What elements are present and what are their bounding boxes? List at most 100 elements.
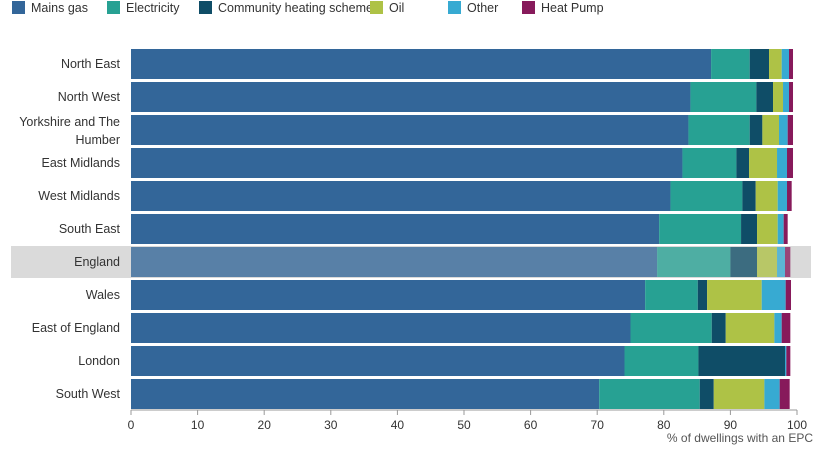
x-axis: 0 10 20 30 40 50 60 70 80 90 100	[128, 409, 807, 432]
legend-swatch-mains-gas	[12, 1, 25, 14]
x-tick-label-90: 90	[724, 418, 738, 432]
bar-north-west-mains-gas	[131, 82, 691, 112]
chart-legend: Mains gas Electricity Community heating sc…	[12, 1, 604, 15]
bar-north-east-electricity	[711, 49, 750, 79]
bar-yorkshire-and-the-humber-electricity	[688, 115, 750, 145]
bar-north-east-mains-gas	[131, 49, 712, 79]
bar-london-community-heating-scheme	[698, 346, 786, 376]
bar-england-oil	[757, 247, 778, 277]
bar-south-east-community-heating-scheme	[741, 214, 758, 244]
bar-north-west-community-heating-scheme	[756, 82, 774, 112]
legend-swatch-oil	[370, 1, 383, 14]
bar-south-west-electricity	[599, 379, 700, 409]
bar-east-midlands-mains-gas	[131, 148, 683, 178]
category-label-wales: Wales	[86, 288, 120, 302]
legend-swatch-community-heating-scheme	[199, 1, 212, 14]
bar-wales-electricity	[645, 280, 698, 310]
bar-south-west-mains-gas	[131, 379, 600, 409]
bar-south-east-heat-pump	[783, 214, 788, 244]
category-label-north-east: North East	[61, 57, 121, 71]
bar-england-mains-gas	[131, 247, 658, 277]
category-label-west-midlands: West Midlands	[38, 189, 120, 203]
bar-north-east-heat-pump	[789, 49, 794, 79]
x-tick-label-60: 60	[524, 418, 538, 432]
bar-wales-mains-gas	[131, 280, 646, 310]
bar-england-heat-pump	[785, 247, 791, 277]
legend-label-electricity: Electricity	[126, 1, 180, 15]
legend-swatch-other	[448, 1, 461, 14]
bar-south-east-electricity	[659, 214, 742, 244]
bar-north-east-community-heating-scheme	[749, 49, 770, 79]
bar-east-midlands-community-heating-scheme	[736, 148, 750, 178]
category-label-east-of-england: East of England	[32, 321, 120, 335]
bar-south-west-community-heating-scheme	[699, 379, 714, 409]
category-label-north-west: North West	[58, 90, 121, 104]
bar-yorkshire-and-the-humber-mains-gas	[131, 115, 689, 145]
legend-swatch-heat-pump	[522, 1, 535, 14]
bar-north-west-other	[783, 82, 790, 112]
bar-england-other	[777, 247, 786, 277]
bar-london-other	[785, 346, 787, 376]
y-axis: North East North West Yorkshire and The Hum…	[19, 57, 120, 401]
category-label-london: London	[78, 354, 120, 368]
legend-label-community-heating-scheme: Community heating scheme	[218, 1, 373, 15]
legend-label-mains-gas: Mains gas	[31, 1, 88, 15]
bar-east-of-england-oil	[725, 313, 775, 343]
bar-north-west-electricity	[690, 82, 757, 112]
category-label-england: England	[74, 255, 120, 269]
bar-south-west-other	[764, 379, 780, 409]
category-label-south-west: South West	[56, 387, 121, 401]
bar-england-electricity	[657, 247, 731, 277]
x-tick-label-70: 70	[591, 418, 605, 432]
bar-west-midlands-oil	[755, 181, 778, 211]
bar-south-east-oil	[757, 214, 778, 244]
legend-label-oil: Oil	[389, 1, 404, 15]
bar-east-of-england-other	[774, 313, 782, 343]
bar-north-east-other	[781, 49, 790, 79]
bar-east-of-england-community-heating-scheme	[711, 313, 726, 343]
bar-east-midlands-oil	[749, 148, 778, 178]
x-tick-label-50: 50	[457, 418, 471, 432]
legend-swatch-electricity	[107, 1, 120, 14]
bar-south-west-oil	[713, 379, 765, 409]
x-tick-label-80: 80	[657, 418, 671, 432]
x-tick-label-30: 30	[324, 418, 338, 432]
bar-north-east-oil	[769, 49, 782, 79]
bar-london-mains-gas	[131, 346, 625, 376]
bar-north-west-heat-pump	[789, 82, 794, 112]
bar-west-midlands-mains-gas	[131, 181, 671, 211]
bar-yorkshire-and-the-humber-oil	[762, 115, 780, 145]
bar-london-electricity	[624, 346, 699, 376]
bar-north-west-oil	[773, 82, 784, 112]
bar-west-midlands-other	[777, 181, 788, 211]
bar-south-east-mains-gas	[131, 214, 660, 244]
x-tick-label-40: 40	[391, 418, 405, 432]
bar-east-midlands-electricity	[682, 148, 737, 178]
bar-london-heat-pump	[786, 346, 791, 376]
bar-england-community-heating-scheme	[730, 247, 758, 277]
bar-east-of-england-electricity	[630, 313, 712, 343]
bar-west-midlands-electricity	[670, 181, 743, 211]
bar-yorkshire-and-the-humber-other	[779, 115, 788, 145]
bar-south-west-heat-pump	[779, 379, 790, 409]
x-tick-label-0: 0	[128, 418, 135, 432]
bar-wales-community-heating-scheme	[697, 280, 708, 310]
bar-east-of-england-heat-pump	[781, 313, 791, 343]
x-axis-title: % of dwellings with an EPC	[667, 431, 813, 445]
plot-area	[131, 49, 794, 409]
legend-label-heat-pump: Heat Pump	[541, 1, 604, 15]
category-label-east-midlands: East Midlands	[41, 156, 120, 170]
category-label-south-east: South East	[59, 222, 121, 236]
bar-wales-other	[761, 280, 786, 310]
bar-south-east-other	[777, 214, 784, 244]
bar-wales-oil	[707, 280, 762, 310]
x-tick-label-20: 20	[258, 418, 272, 432]
bar-yorkshire-and-the-humber-heat-pump	[787, 115, 794, 145]
bar-wales-heat-pump	[785, 280, 792, 310]
bar-east-midlands-other	[777, 148, 788, 178]
bar-west-midlands-community-heating-scheme	[742, 181, 756, 211]
x-tick-label-10: 10	[191, 418, 205, 432]
bar-yorkshire-and-the-humber-community-heating-scheme	[749, 115, 763, 145]
bar-west-midlands-heat-pump	[787, 181, 792, 211]
